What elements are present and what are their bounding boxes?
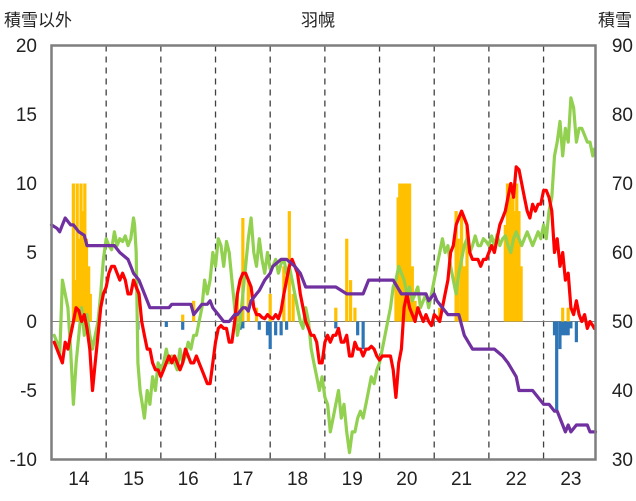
bar-s1-18 — [563, 321, 568, 336]
bar-s0-14 — [246, 280, 250, 322]
chart-title: 羽幌 — [301, 11, 335, 31]
left-axis-title: 積雪以外 — [4, 11, 72, 31]
bar-s0-19 — [291, 293, 295, 322]
bar-s1-14 — [552, 321, 557, 336]
bar-s0-40 — [503, 224, 507, 322]
bar-s0-47 — [517, 211, 521, 322]
bar-s0-8 — [87, 266, 91, 322]
x-tick-label: 22 — [506, 469, 527, 490]
bar-s0-21 — [345, 238, 349, 322]
bar-s0-4 — [79, 183, 83, 322]
bar-s1-13 — [361, 321, 365, 350]
bar-s1-17 — [561, 321, 565, 336]
bar-s0-49 — [561, 307, 565, 322]
x-tick-label: 18 — [287, 469, 308, 490]
bar-s0-22 — [348, 280, 353, 322]
x-tick-label: 19 — [342, 469, 363, 490]
left-tick-label: 5 — [26, 243, 37, 264]
bar-s0-26 — [398, 183, 402, 322]
right-tick-label: 30 — [612, 450, 633, 471]
left-tick-label: 15 — [16, 105, 37, 126]
line-layer — [49, 96, 598, 455]
bar-s1-4 — [241, 321, 245, 329]
bar-s0-39 — [465, 224, 469, 322]
bar-s0-45 — [512, 211, 517, 322]
bar-s0-1 — [73, 280, 78, 322]
bar-s0-23 — [353, 307, 357, 322]
bar-s1-10 — [284, 321, 289, 330]
x-tick-label: 20 — [396, 469, 417, 490]
bar-s1-16 — [558, 321, 562, 350]
bar-s0-16 — [268, 293, 272, 322]
plot-frame — [50, 44, 597, 461]
x-tick-label: 23 — [560, 469, 581, 490]
tick-layer: -10 -5 0 5 10 15 20 30 40 50 60 70 80 90 14 15 16 17 18 19 2… — [10, 36, 633, 490]
bar-s1-7 — [268, 321, 272, 350]
bar-s1-12 — [356, 321, 360, 336]
bar-s0-38 — [462, 266, 466, 322]
bar-s1-21 — [574, 321, 578, 343]
series-line-2 — [52, 96, 596, 455]
bar-s0-6 — [83, 183, 87, 322]
bar-s0-5 — [81, 211, 85, 322]
bar-s1-19 — [566, 321, 570, 336]
bar-s1-6 — [265, 321, 270, 336]
bar-s0-20 — [334, 307, 338, 322]
bar-s0-44 — [511, 183, 515, 322]
right-tick-label: 90 — [612, 36, 633, 57]
bar-s0-2 — [75, 183, 79, 322]
x-tick-label: 15 — [123, 469, 144, 490]
bar-s0-9 — [88, 293, 92, 322]
bar-s1-9 — [279, 321, 283, 336]
bar-s0-7 — [84, 238, 89, 322]
bar-s0-43 — [509, 197, 513, 322]
x-tick-label: 16 — [178, 469, 199, 490]
bar-s1-2 — [181, 321, 185, 330]
series-line-4 — [49, 216, 598, 434]
left-tick-label: -5 — [20, 381, 37, 402]
bar-s0-50 — [566, 307, 570, 322]
bar-s0-48 — [519, 266, 523, 322]
bar-s1-8 — [274, 321, 278, 336]
series-line-3 — [52, 165, 596, 399]
bar-s0-33 — [413, 300, 417, 322]
bar-s0-46 — [515, 183, 519, 322]
right-tick-label: 70 — [612, 174, 633, 195]
left-tick-label: -10 — [10, 450, 37, 471]
right-axis-title: 積雪 — [598, 11, 632, 31]
bar-s0-0 — [71, 183, 75, 322]
bar-s0-3 — [77, 238, 81, 322]
right-tick-label: 60 — [612, 243, 633, 264]
right-tick-label: 40 — [612, 381, 633, 402]
x-tick-label: 17 — [232, 469, 253, 490]
x-tick-label: 14 — [68, 469, 90, 490]
bar-s1-20 — [569, 321, 573, 329]
bar-s0-28 — [401, 183, 406, 322]
bar-s0-24 — [394, 280, 398, 322]
bar-s0-25 — [396, 197, 400, 322]
left-tick-label: 20 — [16, 36, 37, 57]
bar-s0-13 — [241, 218, 245, 322]
left-tick-label: 0 — [26, 312, 37, 333]
bar-s0-30 — [405, 183, 410, 322]
bar-s1-1 — [164, 321, 168, 328]
right-tick-label: 50 — [612, 312, 633, 333]
x-tick-label: 21 — [451, 469, 472, 490]
left-tick-label: 10 — [16, 174, 37, 195]
bar-s0-31 — [408, 183, 412, 322]
bar-s0-35 — [454, 211, 458, 322]
bar-s0-10 — [181, 314, 185, 322]
bar-s1-15 — [555, 321, 559, 412]
right-tick-label: 80 — [612, 105, 633, 126]
bar-s0-29 — [403, 183, 407, 322]
bar-s1-11 — [334, 321, 338, 329]
bar-s0-27 — [399, 183, 404, 322]
bar-s1-5 — [257, 321, 261, 330]
bar-s0-41 — [505, 183, 510, 322]
